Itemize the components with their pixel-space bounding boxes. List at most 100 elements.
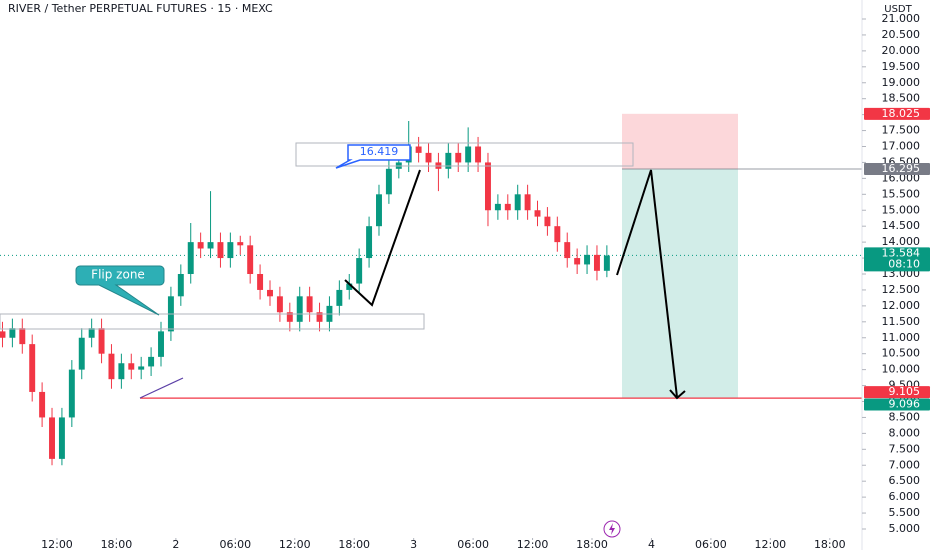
callout-text: Flip zone (91, 268, 145, 282)
y-tick-label: 8.000 (889, 426, 921, 439)
candle-body (138, 366, 145, 370)
candle-body (29, 344, 36, 392)
candle-body (148, 356, 155, 367)
y-tick-label: 18.500 (882, 92, 921, 105)
price-tag (864, 107, 930, 120)
candle-body (445, 152, 452, 169)
y-tick-label: 10.500 (882, 347, 921, 360)
candle-body (237, 242, 244, 246)
y-tick-label: 11.500 (882, 315, 921, 328)
candle-body (207, 242, 214, 249)
candle-body (276, 296, 283, 313)
candle-body (475, 146, 482, 163)
price-tag (864, 162, 930, 175)
y-tick-label: 19.000 (882, 76, 921, 89)
candle-body (19, 328, 26, 345)
x-tick-label: 12:00 (754, 538, 786, 550)
x-tick-label: 18:00 (101, 538, 133, 550)
y-tick-label: 21.000 (882, 12, 921, 25)
y-tick-label: 12.000 (882, 299, 921, 312)
candle-body (177, 274, 184, 297)
candle-body (306, 296, 313, 313)
candle-body (534, 210, 541, 217)
candle-body (9, 328, 16, 338)
y-tick-label: 7.000 (889, 458, 921, 471)
candle-body (366, 226, 373, 259)
candle-body (574, 258, 581, 265)
x-tick-label: 18:00 (576, 538, 608, 550)
x-tick-label: 12:00 (41, 538, 73, 550)
candle-body (415, 146, 422, 153)
y-tick-label: 15.500 (882, 187, 921, 200)
candle-body (455, 152, 462, 163)
candle-body (187, 242, 194, 274)
y-tick-label: 19.500 (882, 60, 921, 73)
candle-body (39, 391, 46, 418)
y-tick-label: 20.500 (882, 28, 921, 41)
candle-body (356, 258, 363, 284)
x-tick-label: 06:00 (219, 538, 251, 550)
y-tick-label: 17.000 (882, 140, 921, 153)
candle-body (316, 312, 323, 322)
y-tick-label: 5.500 (889, 506, 921, 519)
axes: 21.000 20.500 20.000 19.500 19.000 18.500 18.0… (41, 0, 930, 550)
y-tick-label: 6.000 (889, 490, 921, 503)
arrow-line (344, 169, 421, 307)
candle-body (128, 363, 135, 370)
y-tick-label: 10.000 (882, 363, 921, 376)
x-tick-label: 06:00 (695, 538, 727, 550)
y-tick-label: 11.000 (882, 331, 921, 344)
y-tick-label: 7.500 (889, 442, 921, 455)
candle-body (554, 226, 561, 243)
level-label (335, 144, 411, 169)
candle-body (68, 369, 75, 418)
price-tag-label: 9.105 (889, 385, 921, 398)
y-tick-label: 6.500 (889, 474, 921, 487)
candle-body (425, 152, 432, 163)
drawings: Flip zone 16.419 (0, 142, 686, 538)
candle-body (603, 255, 610, 271)
candle-body (346, 283, 353, 290)
candle-body (257, 274, 264, 290)
candles (0, 121, 610, 466)
price-tag-label: 16.295 (882, 162, 921, 175)
candle-body (247, 245, 254, 274)
y-tick-label: 17.500 (882, 124, 921, 137)
callout (75, 265, 165, 316)
zone-box (295, 142, 634, 167)
candle-body (267, 289, 273, 297)
candle-body (514, 194, 521, 211)
x-tick-label: 18:00 (814, 538, 846, 550)
chart-title: RIVER / Tether PERPETUAL FUTURES · 15 · … (8, 2, 273, 15)
candle-body (296, 296, 303, 322)
y-tick-label: 14.000 (882, 235, 921, 248)
candle-body (385, 168, 392, 195)
stop-zone (622, 113, 738, 169)
candle-body (158, 331, 164, 357)
candle-body (58, 417, 65, 459)
event-icon-bolt (609, 523, 615, 535)
x-tick-label: 2 (172, 538, 179, 550)
overlays (0, 113, 862, 399)
candle-body (0, 331, 6, 338)
y-tick-label: 12.500 (882, 283, 921, 296)
candle-body (227, 242, 234, 259)
x-tick-label: 12:00 (517, 538, 549, 550)
candle-body (494, 203, 501, 211)
y-tick-label: 5.000 (889, 522, 921, 535)
y-tick-label: 15.000 (882, 203, 921, 216)
x-tick-label: 4 (648, 538, 655, 550)
candle-body (584, 254, 591, 265)
y-tick-label: 8.500 (889, 410, 921, 423)
candle-body (593, 254, 600, 271)
price-tag-label: 9.096 (889, 397, 921, 410)
trend-line (139, 377, 184, 399)
price-tag-label: 18.025 (882, 107, 921, 120)
target-zone (622, 168, 738, 399)
price-tag (864, 398, 930, 411)
candle-body (49, 417, 55, 459)
candle-body (217, 242, 224, 259)
candle-body (336, 289, 343, 306)
candle-body (484, 162, 491, 211)
